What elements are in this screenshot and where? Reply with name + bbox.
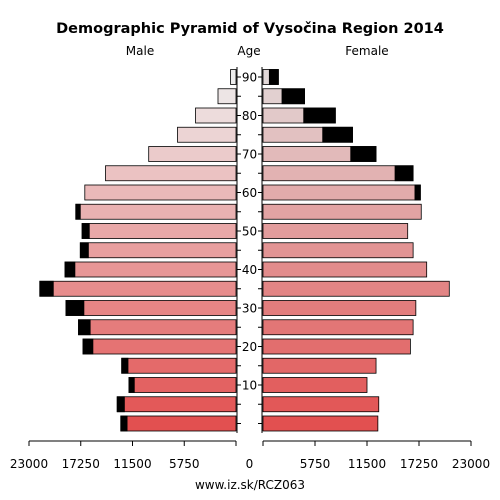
male-excess-bar-20-24 (82, 338, 94, 355)
age-tick-label: 70 (242, 148, 257, 162)
x-tick-label: 23000 (10, 457, 48, 471)
female-bar-40-44 (262, 261, 428, 278)
female-bar-10-14 (262, 377, 368, 393)
male-bar-85-89 (217, 88, 237, 105)
source-label: www.iz.sk/RCZ063 (195, 478, 305, 492)
female-bar-0-4 (262, 415, 379, 432)
male-excess-bar-45-49 (79, 242, 89, 259)
x-tick-label: 17250 (62, 457, 100, 471)
male-bar-5-9 (116, 396, 237, 413)
x-tick-label: 17250 (400, 457, 438, 471)
female-excess-bar-65-69 (394, 165, 414, 182)
age-tick-label: 90 (242, 71, 257, 85)
female-label: Female (345, 44, 388, 58)
male-bar-40-44 (64, 261, 237, 278)
female-excess-bar-75-79 (322, 126, 353, 143)
plot-area: 90 80 70 60 50 40 30 20 10 23000 17250 11500 5750 0 57… (10, 67, 490, 471)
male-label: Male (126, 44, 154, 58)
male-bar-45-49 (79, 242, 237, 259)
female-bar-35-39 (262, 280, 450, 297)
male-bar-0-4 (120, 415, 237, 432)
male-bar-60-64 (84, 184, 237, 201)
male-bar-25-29 (78, 319, 237, 336)
male-excess-bar-40-44 (64, 261, 76, 278)
age-tick-label: 20 (242, 340, 257, 354)
age-tick-label: 30 (242, 302, 257, 316)
x-tick-label: 11500 (348, 457, 386, 471)
x-tick-label: 23000 (452, 457, 490, 471)
male-bar-70-74 (148, 146, 237, 162)
x-tick-label: 5750 (300, 457, 331, 471)
male-bar-10-14 (128, 377, 237, 393)
male-excess-bar-10-14 (128, 377, 135, 393)
age-tick-label: 50 (242, 225, 257, 239)
female-bar-20-24 (262, 338, 411, 355)
male-excess-bar-55-59 (75, 203, 81, 220)
male-excess-bar-35-39 (39, 280, 54, 297)
female-bar-50-54 (262, 223, 409, 239)
male-bar-15-19 (121, 357, 237, 374)
female-bar-30-34 (262, 300, 417, 316)
male-bar-30-34 (65, 300, 237, 316)
male-bar-90+ (230, 69, 237, 85)
male-bar-65-69 (105, 165, 237, 182)
male-excess-bar-30-34 (65, 300, 85, 316)
female-bar-45-49 (262, 242, 414, 259)
female-bar-25-29 (262, 319, 414, 336)
age-tick-label: 40 (242, 263, 257, 277)
age-tick-label: 10 (242, 379, 257, 393)
male-bar-55-59 (75, 203, 237, 220)
x-tick-label: 0 (246, 457, 254, 471)
male-bar-20-24 (82, 338, 237, 355)
x-tick-label: 5750 (169, 457, 200, 471)
male-excess-bar-0-4 (120, 415, 128, 432)
male-excess-bar-15-19 (121, 357, 129, 374)
female-excess-bar-80-84 (303, 107, 336, 124)
chart-title: Demographic Pyramid of Vysočina Region 2… (56, 21, 444, 37)
female-bar-15-19 (262, 357, 377, 374)
age-label: Age (237, 44, 260, 58)
age-tick-label: 60 (242, 186, 257, 200)
female-bar-60-64 (262, 184, 421, 201)
female-bar-5-9 (262, 396, 380, 413)
female-excess-bar-70-74 (350, 146, 377, 162)
female-bar-65-69 (262, 165, 414, 182)
male-bar-80-84 (195, 107, 237, 124)
male-excess-bar-50-54 (81, 223, 90, 239)
male-excess-bar-5-9 (116, 396, 125, 413)
male-excess-bar-25-29 (78, 319, 91, 336)
male-bar-75-79 (177, 126, 237, 143)
female-excess-bar-85-89 (281, 88, 305, 105)
male-bar-35-39 (39, 280, 237, 297)
female-excess-bar-90+ (268, 69, 279, 85)
female-bar-55-59 (262, 203, 422, 220)
age-tick-label: 80 (242, 109, 257, 123)
male-bar-50-54 (81, 223, 237, 239)
female-excess-bar-60-64 (414, 184, 421, 201)
x-tick-label: 11500 (113, 457, 151, 471)
